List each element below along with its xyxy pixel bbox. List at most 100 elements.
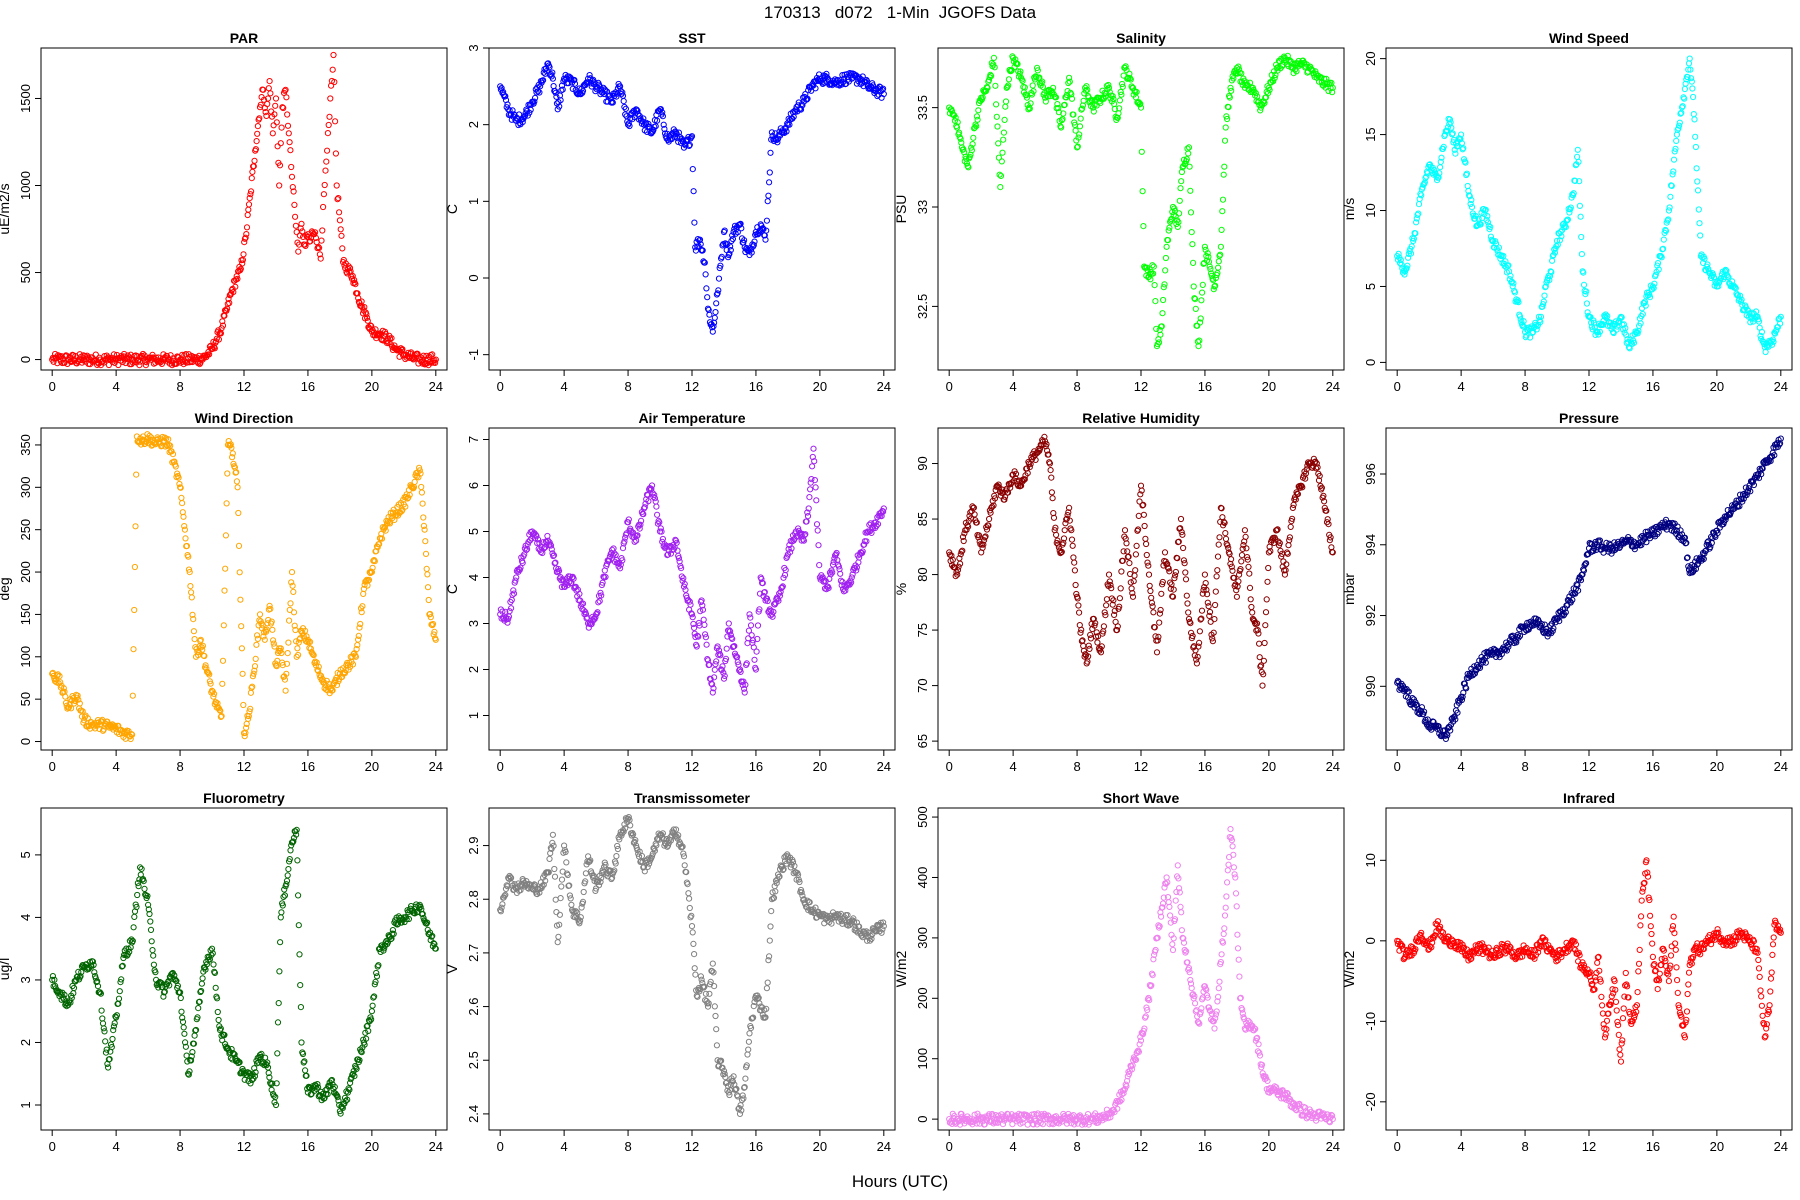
data-point <box>1293 68 1300 75</box>
data-point <box>321 181 328 189</box>
data-point <box>272 102 279 109</box>
data-point <box>596 83 603 90</box>
x-tick-label: 8 <box>1521 759 1528 774</box>
data-point <box>1135 512 1142 520</box>
data-point <box>586 72 593 79</box>
data-point <box>1681 85 1689 93</box>
data-point <box>221 587 228 594</box>
data-point <box>634 107 641 115</box>
data-point <box>181 352 188 359</box>
data-point <box>1132 567 1139 574</box>
data-point <box>1251 88 1258 96</box>
data-point <box>432 356 439 363</box>
data-point <box>1695 206 1702 213</box>
data-point <box>971 511 978 518</box>
data-point <box>1162 267 1169 274</box>
series-points <box>946 433 1336 689</box>
data-point <box>652 123 659 130</box>
data-point <box>751 656 758 663</box>
data-point <box>621 103 628 111</box>
data-point <box>359 304 366 311</box>
data-point <box>282 86 289 93</box>
data-point <box>296 951 303 958</box>
y-tick-label: 6 <box>466 482 481 489</box>
data-point <box>1102 93 1109 100</box>
data-point <box>1270 78 1277 85</box>
data-point <box>254 635 261 643</box>
data-point <box>312 229 319 236</box>
data-point <box>1238 70 1245 77</box>
data-point <box>295 892 302 899</box>
data-point <box>198 980 205 987</box>
data-point <box>352 281 359 288</box>
data-point <box>557 97 564 104</box>
data-point <box>854 75 861 82</box>
data-point <box>689 166 696 173</box>
data-point <box>1226 94 1233 101</box>
data-point <box>763 227 770 234</box>
data-point <box>1086 645 1093 653</box>
y-tick-label: 1000 <box>18 171 33 200</box>
data-point <box>969 141 976 148</box>
data-point <box>1116 595 1124 602</box>
data-point <box>326 113 333 120</box>
data-point <box>497 83 504 90</box>
data-point <box>1574 153 1581 160</box>
data-point <box>1028 91 1036 98</box>
data-point <box>219 318 226 325</box>
data-point <box>69 351 76 358</box>
data-point <box>1246 570 1253 577</box>
data-point <box>1141 522 1148 530</box>
y-tick-label: 10 <box>1363 203 1378 217</box>
data-point <box>424 584 432 591</box>
y-tick-label: 1500 <box>18 84 33 113</box>
data-point <box>1243 79 1250 86</box>
data-point <box>984 84 991 91</box>
data-point <box>214 1008 221 1016</box>
data-point <box>222 307 229 314</box>
data-point <box>1000 129 1008 136</box>
data-point <box>269 626 276 633</box>
data-point <box>1000 136 1007 143</box>
y-tick-label: 50 <box>18 692 33 706</box>
data-point <box>1216 534 1223 541</box>
data-point <box>701 621 708 629</box>
data-point <box>686 141 693 148</box>
x-tick-label: 8 <box>1073 379 1080 394</box>
data-point <box>263 112 270 120</box>
data-point <box>1285 542 1292 549</box>
data-point <box>1688 78 1695 85</box>
data-point <box>754 622 762 629</box>
data-point <box>360 590 367 598</box>
data-point <box>251 157 258 164</box>
x-tick-label: 16 <box>1198 379 1212 394</box>
data-point <box>688 133 696 140</box>
x-tick-label: 20 <box>813 379 827 394</box>
data-point <box>1182 576 1190 583</box>
data-point <box>188 589 195 596</box>
data-point <box>287 600 294 607</box>
data-point <box>223 500 230 507</box>
data-point <box>521 113 528 121</box>
data-point <box>1143 264 1151 271</box>
data-point <box>253 641 260 648</box>
data-point <box>373 973 381 980</box>
data-point <box>1175 219 1182 226</box>
data-point <box>280 893 287 901</box>
data-point <box>767 149 774 156</box>
y-tick-label: 5 <box>466 528 481 535</box>
data-point <box>640 115 647 122</box>
data-point <box>1039 83 1047 91</box>
data-point <box>411 478 418 485</box>
y-tick-label: 0 <box>1363 359 1378 366</box>
data-point <box>804 513 812 520</box>
data-point <box>1054 101 1061 108</box>
data-point <box>963 160 971 167</box>
data-point <box>1227 84 1234 91</box>
data-point <box>602 87 609 94</box>
data-point <box>1137 100 1144 107</box>
data-point <box>1206 263 1213 270</box>
plot-frame <box>488 47 896 371</box>
